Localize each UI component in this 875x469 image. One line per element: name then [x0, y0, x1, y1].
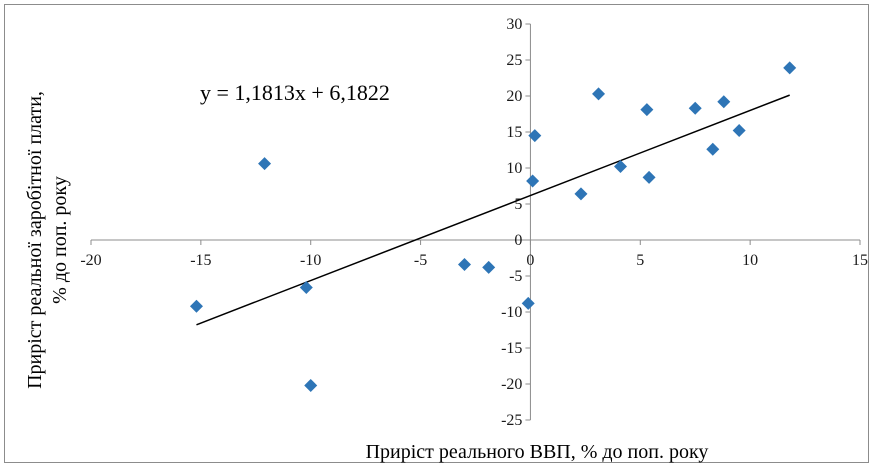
x-tick-label: -10 — [300, 252, 321, 269]
data-point — [706, 142, 720, 156]
data-point — [592, 87, 606, 101]
data-point — [640, 103, 654, 117]
data-point — [299, 281, 313, 295]
y-tick-label: -25 — [501, 412, 522, 429]
y-tick-label: 15 — [506, 124, 522, 141]
x-tick-label: -5 — [414, 252, 427, 269]
data-point — [642, 170, 656, 184]
x-tick-label: 5 — [636, 252, 644, 269]
y-tick-label: -10 — [501, 304, 522, 321]
y-tick-label: 5 — [514, 196, 522, 213]
x-axis-title: Приріст реального ВВП, % до поп. року — [366, 441, 709, 463]
y-axis-title-line2: % до поп. року — [49, 176, 71, 304]
trendline-group — [196, 94, 790, 326]
data-point — [258, 157, 272, 171]
data-point — [189, 299, 203, 313]
data-point — [482, 260, 496, 274]
data-point — [732, 124, 746, 138]
data-point — [528, 129, 542, 143]
x-tick-label: 15 — [852, 252, 868, 269]
y-tick-label: -5 — [509, 268, 522, 285]
data-point — [526, 174, 540, 188]
data-point — [614, 160, 628, 174]
data-point — [574, 187, 588, 201]
y-tick-label: 30 — [506, 16, 522, 33]
y-tick-label: 10 — [506, 160, 522, 177]
x-tick-label: -15 — [190, 252, 211, 269]
x-tick-label: -20 — [80, 252, 101, 269]
tick-labels: -20 -15 -10 -5 0 5 10 15-25-20-15-10-5051015202… — [80, 16, 868, 429]
x-tick-label: 0 — [526, 252, 534, 269]
x-tick-label: 10 — [742, 252, 758, 269]
data-point — [717, 95, 731, 109]
y-tick-label: -20 — [501, 376, 522, 393]
y-tick-label: 0 — [514, 232, 522, 249]
chart-frame — [4, 4, 869, 463]
y-axis-title-line1: Приріст реальної заробітної плати, — [24, 91, 46, 389]
data-point — [688, 101, 702, 115]
y-tick-label: 20 — [506, 88, 522, 105]
trendline — [196, 94, 790, 326]
data-point — [783, 61, 797, 75]
data-point — [304, 378, 318, 392]
data-points — [189, 61, 797, 392]
data-point — [458, 257, 472, 271]
y-tick-label: 25 — [506, 52, 522, 69]
y-tick-label: -15 — [501, 340, 522, 357]
data-point — [521, 296, 535, 310]
axes — [90, 23, 861, 421]
trendline-equation: y = 1,1813x + 6,1822 — [200, 80, 390, 105]
